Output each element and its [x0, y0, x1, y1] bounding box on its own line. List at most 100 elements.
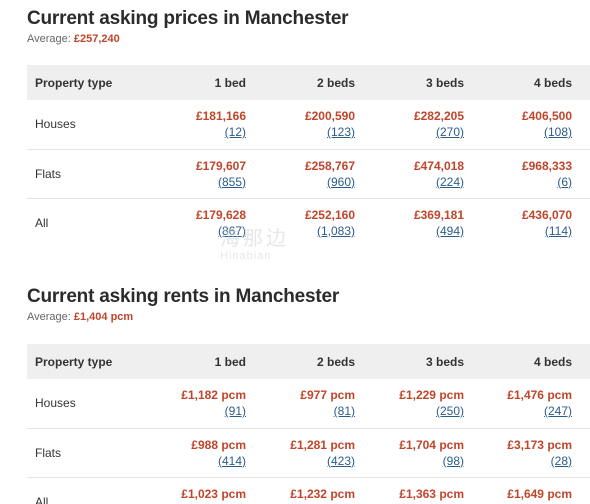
price-value: £179,628 [195, 207, 246, 222]
rent-value: £1,229 pcm [399, 388, 464, 403]
cell-flats-4-beds: £968,333 (6) [482, 149, 590, 199]
cell-flats-1-bed: £988 pcm (414) [155, 428, 264, 478]
asking-rents-section: Current asking rents in Manchester Avera… [27, 285, 590, 504]
cell-houses-2-beds: £977 pcm (81) [264, 379, 373, 429]
average-value: £257,240 [73, 33, 120, 45]
asking-rents-title: Current asking rents in Manchester [27, 286, 340, 307]
listing-count-link[interactable]: (250) [435, 404, 464, 419]
listing-count-link[interactable]: (12) [224, 125, 246, 140]
table-row-houses: Houses £181,166 (12) £200,590 (123) £282,2… [27, 100, 590, 150]
column-header-4-beds: 4 beds [482, 65, 590, 100]
rent-value: £977 pcm [300, 388, 355, 403]
price-value: £179,607 [195, 158, 246, 173]
price-value: £968,333 [521, 158, 572, 173]
cell-all-1-bed: £1,023 pcm [155, 477, 264, 504]
rent-value: £3,173 pcm [507, 437, 572, 452]
listing-count-link[interactable]: (247) [543, 404, 572, 419]
average-value: £1,404 pcm [73, 311, 134, 323]
row-label-flats: Flats [27, 428, 155, 478]
asking-rents-table: Property type 1 bed 2 beds 3 beds 4 beds… [27, 344, 590, 504]
rent-value: £1,232 pcm [290, 486, 355, 501]
cell-all-3-beds: £369,181 (494) [373, 198, 482, 247]
column-header-property-type: Property type [27, 65, 155, 100]
cell-houses-3-beds: £282,205 (270) [373, 100, 482, 150]
table-row-flats: Flats £179,607 (855) £258,767 (960) £474,0… [27, 149, 590, 199]
rent-value: £1,363 pcm [399, 486, 464, 501]
cell-flats-3-beds: £474,018 (224) [373, 149, 482, 199]
asking-rents-average: Average: £1,404 pcm [27, 310, 590, 324]
price-value: £181,166 [195, 109, 246, 124]
listing-count-link[interactable]: (123) [326, 125, 355, 140]
cell-houses-2-beds: £200,590 (123) [264, 100, 373, 150]
listing-count-link[interactable]: (494) [435, 223, 464, 238]
column-header-1-bed: 1 bed [155, 65, 264, 100]
asking-prices-section: Current asking prices in Manchester Aver… [27, 7, 590, 247]
cell-houses-1-bed: £1,182 pcm (91) [155, 379, 264, 429]
price-value: £252,160 [304, 207, 355, 222]
row-label-houses: Houses [27, 100, 155, 150]
listing-count-link[interactable]: (28) [550, 453, 572, 468]
table-header-row: Property type 1 bed 2 beds 3 beds 4 beds [27, 65, 590, 100]
cell-flats-2-beds: £1,281 pcm (423) [264, 428, 373, 478]
column-header-2-beds: 2 beds [264, 65, 373, 100]
table-header-row: Property type 1 bed 2 beds 3 beds 4 beds [27, 344, 590, 379]
cell-houses-3-beds: £1,229 pcm (250) [373, 379, 482, 429]
listing-count-link[interactable]: (98) [442, 453, 464, 468]
column-header-property-type: Property type [27, 344, 155, 379]
table-row-houses: Houses £1,182 pcm (91) £977 pcm (81) £1,22… [27, 379, 590, 429]
listing-count-link[interactable]: (855) [217, 174, 246, 189]
listing-count-link[interactable]: (1,083) [316, 223, 355, 238]
listing-count-link[interactable]: (423) [326, 453, 355, 468]
cell-all-2-beds: £252,160 (1,083) [264, 198, 373, 247]
cell-all-2-beds: £1,232 pcm [264, 477, 373, 504]
row-label-houses: Houses [27, 379, 155, 429]
price-value: £282,205 [413, 109, 464, 124]
cell-all-1-bed: £179,628 (867) [155, 198, 264, 247]
column-header-4-beds: 4 beds [482, 344, 590, 379]
asking-prices-table: Property type 1 bed 2 beds 3 beds 4 beds… [27, 65, 590, 247]
average-label: Average: [27, 311, 71, 323]
listing-count-link[interactable]: (6) [557, 174, 572, 189]
listing-count-link[interactable]: (224) [435, 174, 464, 189]
cell-houses-1-bed: £181,166 (12) [155, 100, 264, 150]
listing-count-link[interactable]: (108) [543, 125, 572, 140]
table-row-all: All £179,628 (867) £252,160 (1,083) £369,1… [27, 198, 590, 247]
cell-all-3-beds: £1,363 pcm [373, 477, 482, 504]
listing-count-link[interactable]: (91) [224, 404, 246, 419]
cell-flats-4-beds: £3,173 pcm (28) [482, 428, 590, 478]
listing-count-link[interactable]: (867) [217, 223, 246, 238]
price-value: £200,590 [304, 109, 355, 124]
rent-value: £1,182 pcm [181, 388, 246, 403]
rent-value: £1,281 pcm [290, 437, 355, 452]
average-label: Average: [27, 33, 71, 45]
table-row-flats: Flats £988 pcm (414) £1,281 pcm (423) £1,7… [27, 428, 590, 478]
column-header-3-beds: 3 beds [373, 65, 482, 100]
price-value: £258,767 [304, 158, 355, 173]
cell-flats-1-bed: £179,607 (855) [155, 149, 264, 199]
asking-prices-title: Current asking prices in Manchester [27, 8, 349, 29]
row-label-all: All [35, 494, 49, 504]
listing-count-link[interactable]: (114) [544, 223, 572, 238]
cell-houses-4-beds: £1,476 pcm (247) [482, 379, 590, 429]
rent-value: £1,476 pcm [507, 388, 572, 403]
watermark-text-en: Hinabian [220, 250, 272, 262]
rent-value: £1,023 pcm [181, 486, 246, 501]
listing-count-link[interactable]: (81) [333, 404, 355, 419]
row-label-all: All [35, 215, 49, 230]
price-value: £369,181 [413, 207, 464, 222]
price-value: £406,500 [521, 109, 572, 124]
column-header-3-beds: 3 beds [373, 344, 482, 379]
listing-count-link[interactable]: (414) [217, 453, 246, 468]
row-label-flats: Flats [27, 149, 155, 199]
price-value: £474,018 [413, 158, 464, 173]
column-header-2-beds: 2 beds [264, 344, 373, 379]
rent-value: £988 pcm [191, 437, 246, 452]
table-row-all: All £1,023 pcm £1,232 pcm £1,363 pcm £1,… [27, 477, 590, 504]
cell-all-4-beds: £1,649 pcm [482, 477, 590, 504]
listing-count-link[interactable]: (960) [326, 174, 355, 189]
cell-all-4-beds: £436,070 (114) [482, 198, 590, 247]
listing-count-link[interactable]: (270) [435, 125, 464, 140]
cell-houses-4-beds: £406,500 (108) [482, 100, 590, 150]
rent-value: £1,704 pcm [399, 437, 464, 452]
column-header-1-bed: 1 bed [155, 344, 264, 379]
